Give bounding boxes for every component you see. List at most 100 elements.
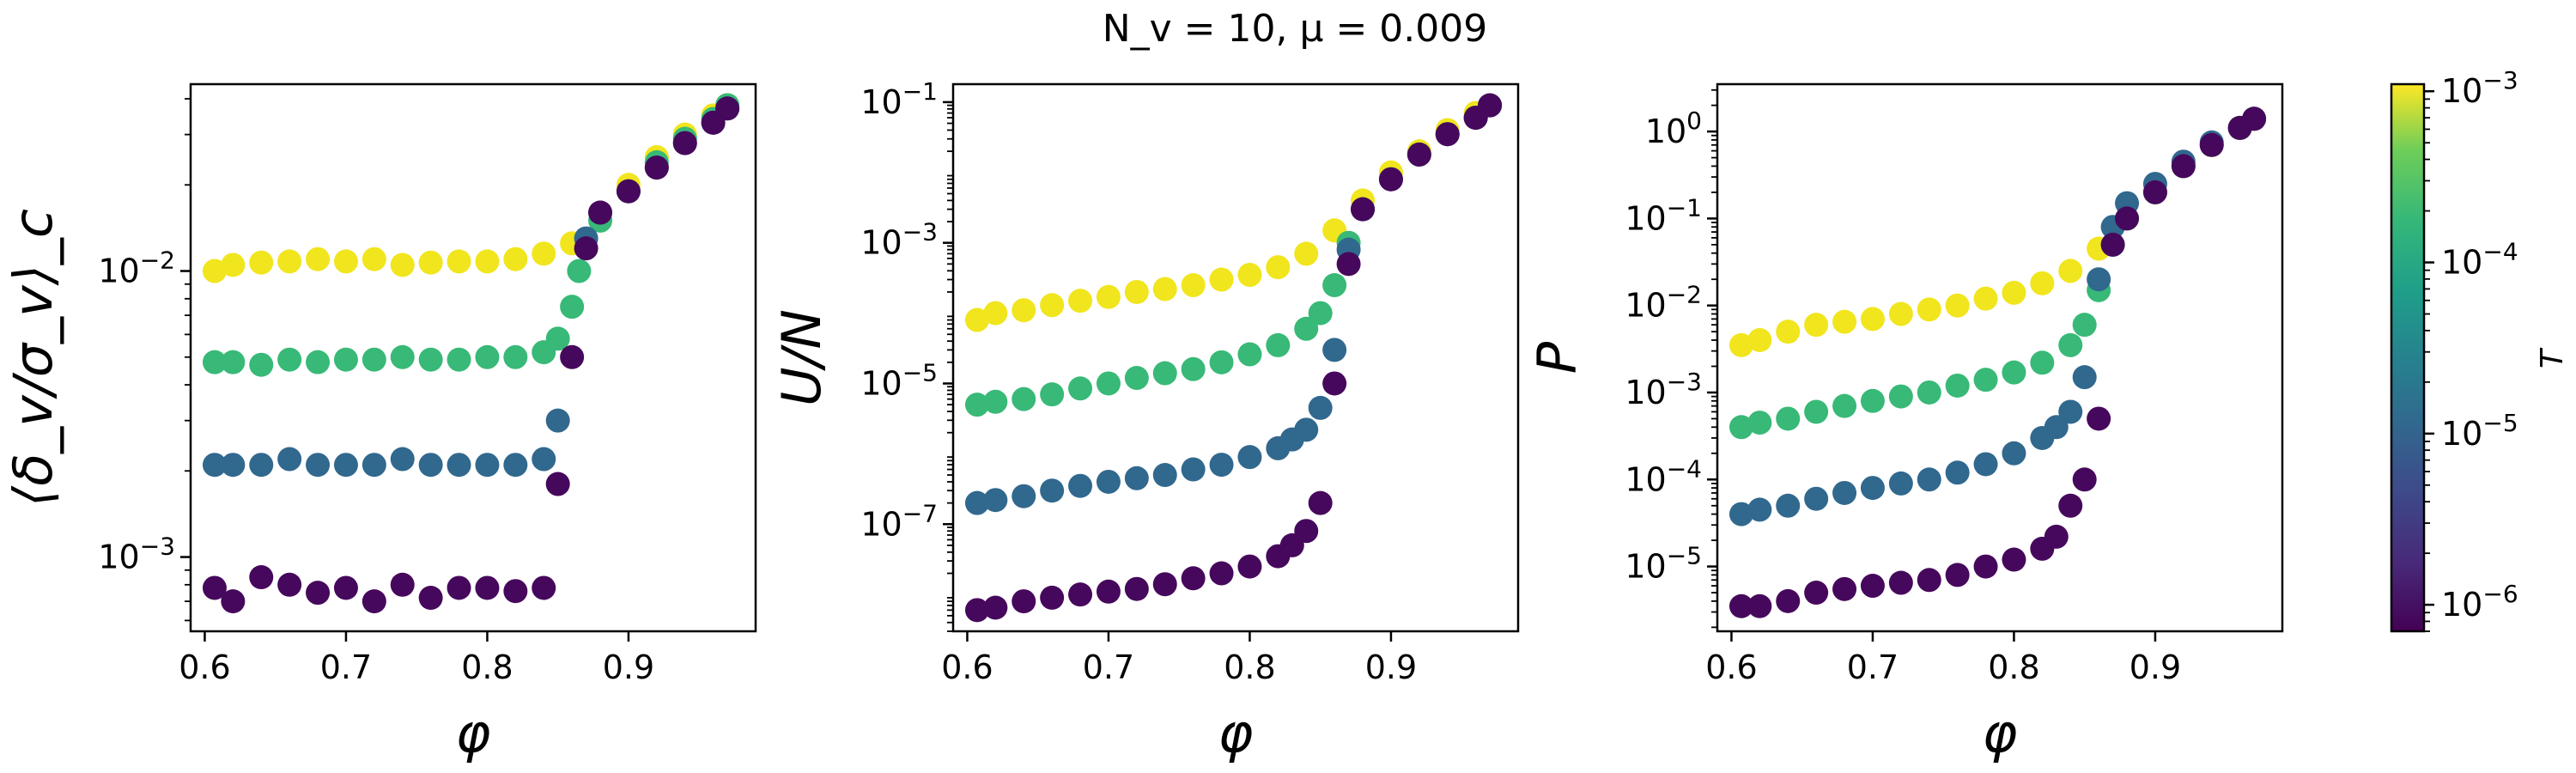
data-point [1917, 568, 1941, 593]
data-point [1860, 307, 1885, 332]
data-point [2030, 350, 2055, 375]
data-point [1776, 406, 1801, 431]
data-point [1832, 576, 1857, 601]
data-point [567, 259, 592, 283]
data-point [1152, 572, 1177, 597]
data-point [2242, 107, 2267, 131]
colorbar-tick-label: 10−6 [2441, 580, 2518, 624]
colorbar-tick-label: 10−4 [2441, 238, 2518, 282]
data-point [249, 565, 274, 590]
y-tick-label: 10−4 [1625, 454, 1702, 498]
data-point [2058, 493, 2083, 518]
data-point [532, 241, 556, 266]
data-point [361, 247, 386, 271]
data-point [1152, 463, 1177, 488]
data-point [447, 575, 471, 600]
data-point [1804, 313, 1829, 338]
data-point [1124, 366, 1149, 391]
data-point [588, 200, 613, 225]
data-point [390, 253, 415, 277]
data-point [1804, 581, 1829, 606]
data-point [1406, 142, 1431, 167]
data-point [1888, 301, 1913, 326]
data-point [1124, 576, 1149, 601]
data-point [1917, 297, 1941, 322]
data-point [277, 249, 302, 274]
data-point [1040, 478, 1065, 503]
data-point [1728, 415, 1753, 440]
data-point [983, 595, 1008, 620]
data-point [1832, 393, 1857, 418]
y-tick-label: 100 [1645, 107, 1702, 150]
data-point [503, 344, 528, 369]
data-point [2072, 365, 2097, 390]
data-point [202, 259, 227, 283]
data-point [1096, 469, 1121, 494]
data-point [361, 589, 386, 614]
data-point [503, 453, 528, 478]
data-point [1832, 309, 1857, 334]
data-point [1294, 316, 1319, 341]
y-tick-label: 10−1 [860, 77, 938, 121]
data-point [2002, 441, 2026, 466]
data-point [1728, 593, 1753, 618]
data-point [1917, 380, 1941, 405]
data-point [447, 453, 471, 478]
data-point [1294, 417, 1319, 442]
data-point [574, 236, 598, 261]
data-point [1209, 267, 1234, 292]
data-point [306, 581, 331, 606]
data-point [475, 575, 500, 600]
y-axis-label: P [1526, 341, 1589, 374]
data-point [249, 250, 274, 275]
data-point [333, 249, 358, 274]
data-point [1435, 122, 1460, 147]
colorbar-tick-label: 10−5 [2441, 409, 2518, 453]
data-point [1945, 373, 1970, 398]
data-point [249, 352, 274, 377]
data-point [1040, 585, 1065, 610]
data-point [1804, 399, 1829, 424]
data-point [560, 344, 585, 369]
data-point [221, 589, 246, 614]
x-axis-label: φ [456, 702, 491, 764]
x-tick-label: 0.9 [1365, 648, 1417, 686]
data-point [644, 155, 669, 180]
data-point [1747, 327, 1772, 352]
data-point [1209, 561, 1234, 586]
data-point [2087, 267, 2111, 292]
data-point [1747, 411, 1772, 435]
x-tick-label: 0.7 [1083, 648, 1134, 686]
data-point [1860, 388, 1885, 413]
data-point [1322, 371, 1347, 396]
data-point [1266, 255, 1291, 280]
data-point [447, 347, 471, 372]
y-tick-label: 10−2 [98, 247, 175, 290]
data-point [983, 488, 1008, 513]
x-axis-label: φ [1983, 702, 2018, 764]
data-point [2199, 132, 2224, 157]
data-point [361, 453, 386, 478]
x-tick-label: 0.8 [1988, 648, 2039, 686]
data-point [1832, 480, 1857, 505]
data-point [1308, 301, 1333, 326]
data-point [2100, 232, 2125, 257]
data-point [1888, 471, 1913, 496]
data-point [1209, 350, 1234, 374]
data-point [333, 575, 358, 600]
data-point [202, 453, 227, 478]
data-point [390, 572, 415, 597]
data-point [2058, 399, 2083, 424]
data-point [390, 344, 415, 369]
data-point [1776, 493, 1801, 518]
data-point [560, 295, 585, 320]
data-point [1308, 395, 1333, 420]
data-point [418, 586, 443, 611]
data-point [2044, 415, 2069, 440]
panels: 0.6 0.7 0.8 0.910−210−3φ⟨δ_v/σ_v⟩_c0.6 0.7 0.… [2, 77, 2284, 764]
data-point [1945, 563, 1970, 587]
y-tick-label: 10−1 [1625, 193, 1702, 237]
data-point [545, 472, 570, 496]
colorbar-label: T [2535, 347, 2570, 368]
data-point [1068, 376, 1093, 401]
